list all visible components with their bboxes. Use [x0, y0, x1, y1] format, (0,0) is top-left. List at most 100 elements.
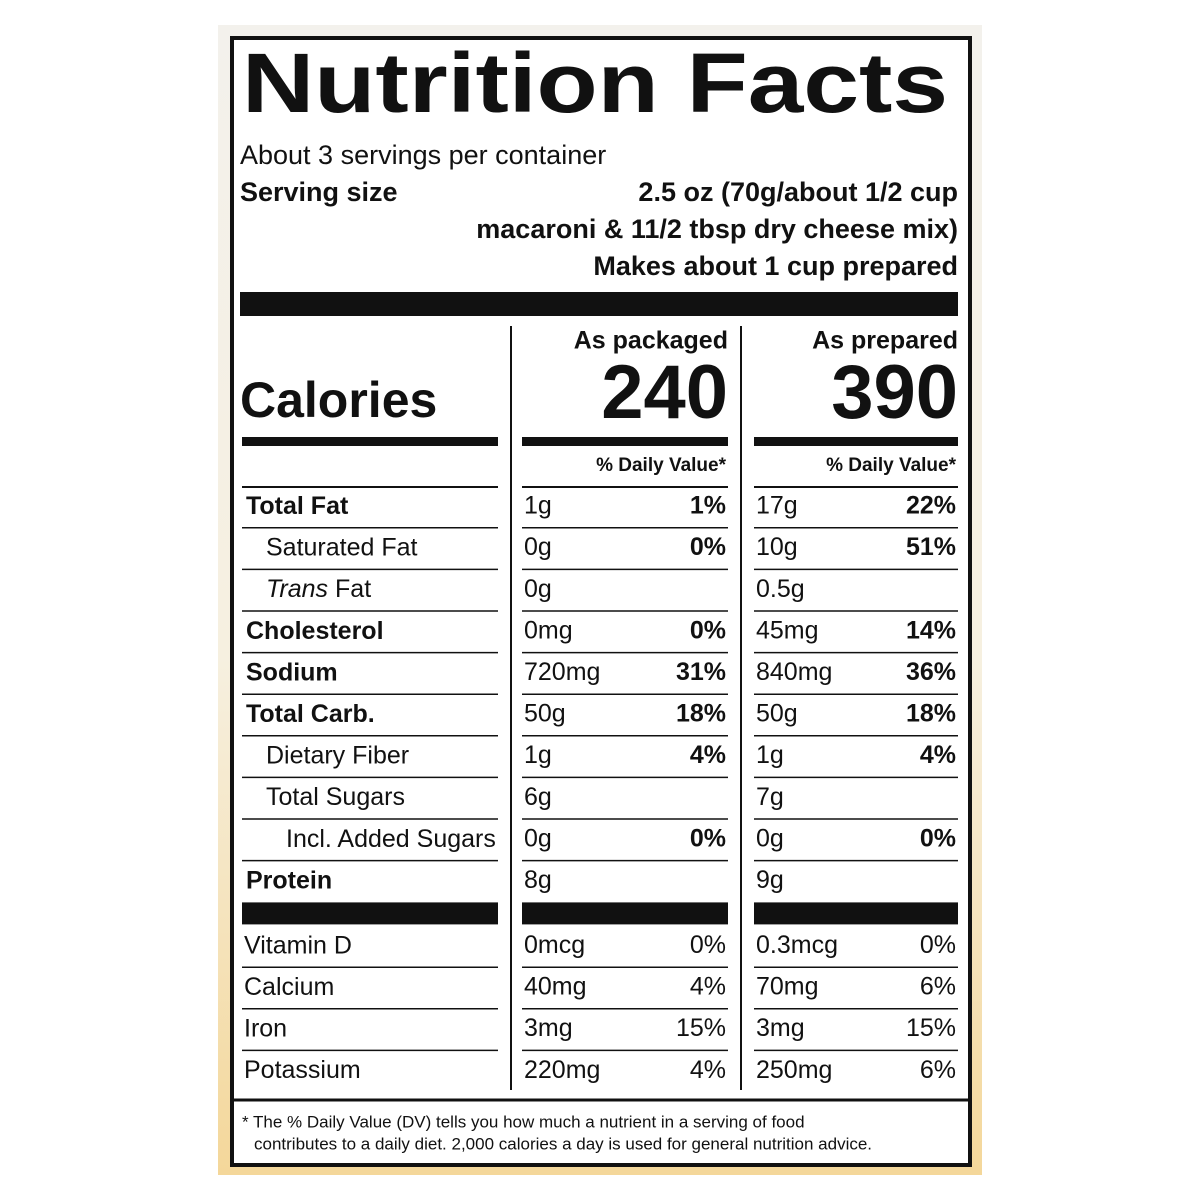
amount: 0g — [524, 824, 552, 852]
daily-value: 0% — [690, 533, 726, 561]
amount: 1g — [756, 741, 784, 769]
amount: 1g — [524, 492, 552, 520]
nutrient-name-text: Total Fat — [246, 492, 349, 520]
daily-value: 31% — [676, 658, 726, 686]
nutrient-name: Saturated Fat — [266, 533, 418, 561]
section-bar — [522, 902, 728, 925]
calories-value: 240 — [601, 350, 728, 435]
nutrient-name: Iron — [244, 1014, 287, 1042]
nutrient-name-italic: Trans — [266, 575, 328, 603]
nutrient-name-text: Vitamin D — [244, 931, 352, 959]
daily-value: 4% — [690, 973, 726, 1001]
column-header: As packaged — [574, 327, 728, 355]
nutrient-name-text: Potassium — [244, 1056, 361, 1084]
amount: 220mg — [524, 1056, 600, 1084]
serving-size-line: macaroni & 11/2 tbsp dry cheese mix) — [476, 214, 958, 244]
amount: 50g — [756, 700, 798, 728]
dv-header: % Daily Value* — [826, 455, 957, 476]
nutrient-name: Dietary Fiber — [266, 741, 409, 769]
daily-value: 14% — [906, 616, 956, 644]
amount: 50g — [524, 700, 566, 728]
thick-bar — [240, 292, 958, 316]
nutrient-name-text: Incl. Added Sugars — [286, 824, 496, 852]
daily-value: 18% — [676, 700, 726, 728]
amount: 720mg — [524, 658, 600, 686]
daily-value: 4% — [690, 1056, 726, 1084]
nutrient-name: Trans Fat — [266, 575, 371, 603]
amount: 0mcg — [524, 931, 585, 959]
nutrient-name-text: Sodium — [246, 658, 338, 686]
calories-label: Calories — [240, 372, 437, 428]
nutrient-name-text: Total Carb. — [246, 700, 375, 728]
daily-value: 4% — [920, 741, 956, 769]
footnote-line: contributes to a daily diet. 2,000 calor… — [254, 1134, 872, 1153]
amount: 0.3mcg — [756, 931, 838, 959]
nutrient-name-text: Fat — [335, 575, 371, 603]
nutrient-name: Cholesterol — [246, 616, 384, 644]
nutrient-name-text: Saturated Fat — [266, 533, 418, 561]
daily-value: 4% — [690, 741, 726, 769]
nutrient-name: Incl. Added Sugars — [286, 824, 496, 852]
amount: 10g — [756, 533, 798, 561]
daily-value: 0% — [920, 931, 956, 959]
amount: 0mg — [524, 616, 573, 644]
daily-value: 15% — [906, 1014, 956, 1042]
nutrient-name: Total Fat — [246, 492, 349, 520]
amount: 9g — [756, 866, 784, 894]
daily-value: 36% — [906, 658, 956, 686]
daily-value: 0% — [920, 824, 956, 852]
amount: 17g — [756, 492, 798, 520]
daily-value: 1% — [690, 492, 726, 520]
daily-value: 0% — [690, 931, 726, 959]
nutrient-name: Vitamin D — [244, 931, 352, 959]
amount: 0g — [756, 824, 784, 852]
calories-value: 390 — [831, 350, 958, 435]
amount: 7g — [756, 783, 784, 811]
daily-value: 51% — [906, 533, 956, 561]
daily-value: 6% — [920, 1056, 956, 1084]
calories-rule — [754, 437, 958, 446]
amount: 45mg — [756, 616, 819, 644]
amount: 8g — [524, 866, 552, 894]
nutrient-name-text: Dietary Fiber — [266, 741, 409, 769]
daily-value: 15% — [676, 1014, 726, 1042]
column-header: As prepared — [812, 327, 958, 355]
daily-value: 0% — [690, 616, 726, 644]
section-bar — [242, 902, 498, 925]
amount: 250mg — [756, 1056, 832, 1084]
amount: 3mg — [524, 1014, 573, 1042]
amount: 40mg — [524, 973, 587, 1001]
nutrient-name-text: Total Sugars — [266, 783, 405, 811]
amount: 0g — [524, 575, 552, 603]
daily-value: 18% — [906, 700, 956, 728]
serving-size-label: Serving size — [240, 177, 398, 207]
calories-rule — [522, 437, 728, 446]
servings: About 3 servings per container — [240, 140, 606, 170]
nutrient-name: Sodium — [246, 658, 338, 686]
nutrient-name: Calcium — [244, 973, 334, 1001]
daily-value: 6% — [920, 973, 956, 1001]
section-bar — [754, 902, 958, 925]
dv-header: % Daily Value* — [596, 455, 727, 476]
daily-value: 0% — [690, 824, 726, 852]
amount: 840mg — [756, 658, 832, 686]
nutrient-name: Potassium — [244, 1056, 361, 1084]
serving-size-line: Makes about 1 cup prepared — [593, 251, 958, 281]
amount: 1g — [524, 741, 552, 769]
amount: 0.5g — [756, 575, 805, 603]
amount: 70mg — [756, 973, 819, 1001]
nutrient-name-text: Cholesterol — [246, 616, 384, 644]
nutrient-name: Total Carb. — [246, 700, 375, 728]
nutrient-name: Protein — [246, 866, 332, 894]
nutrient-name-text: Iron — [244, 1014, 287, 1042]
serving-size-line: 2.5 oz (70g/about 1/2 cup — [638, 177, 958, 207]
label-border — [230, 36, 972, 1167]
footnote-line: * The % Daily Value (DV) tells you how m… — [242, 1112, 805, 1131]
calories-rule — [242, 437, 498, 446]
amount: 0g — [524, 533, 552, 561]
title: Nutrition Facts — [242, 36, 948, 130]
daily-value: 22% — [906, 492, 956, 520]
nutrient-name-text: Protein — [246, 866, 332, 894]
